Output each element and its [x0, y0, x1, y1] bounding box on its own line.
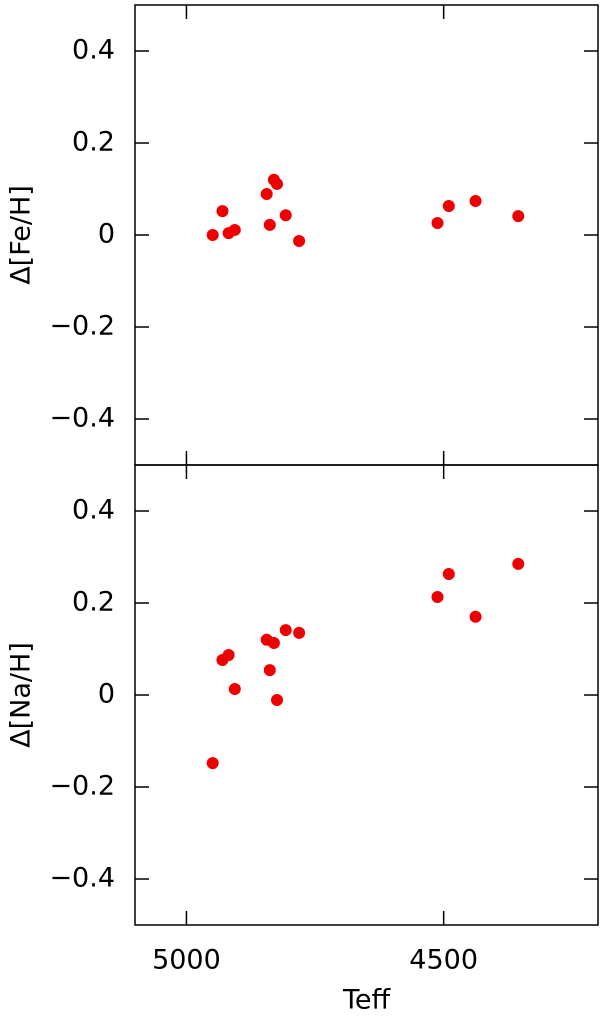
y-tick-label: 0	[98, 679, 115, 710]
point	[260, 188, 273, 201]
y-tick-label: −0.4	[49, 403, 115, 434]
point	[228, 223, 241, 236]
point	[293, 234, 306, 247]
point	[431, 217, 444, 230]
point	[206, 229, 219, 241]
point	[512, 210, 525, 223]
y-tick-label: 0.4	[72, 495, 115, 526]
point	[279, 624, 292, 637]
point	[216, 205, 229, 218]
y-axis-label: Δ[Na/H]	[6, 642, 37, 748]
point	[263, 218, 276, 231]
point	[279, 209, 292, 222]
point	[469, 610, 482, 623]
y-tick-label: 0.2	[72, 127, 115, 158]
point	[293, 626, 306, 639]
point	[512, 557, 525, 570]
y-tick-label: −0.2	[49, 771, 115, 802]
y-tick-label: −0.2	[49, 311, 115, 342]
x-axis-label: Teff	[342, 985, 392, 1016]
point	[431, 591, 444, 604]
y-tick-label: 0.2	[72, 587, 115, 618]
point	[442, 568, 455, 581]
x-tick-label: 4500	[409, 945, 478, 976]
point	[270, 177, 283, 190]
point	[228, 683, 241, 696]
point	[263, 664, 276, 677]
point	[469, 194, 482, 207]
y-tick-label: −0.4	[49, 863, 115, 894]
y-axis-label: Δ[Fe/H]	[6, 185, 37, 285]
point	[442, 200, 455, 213]
point	[267, 637, 280, 650]
point	[270, 694, 283, 707]
point	[222, 648, 235, 661]
y-tick-label: 0.4	[72, 35, 115, 66]
plot-frame	[134, 464, 599, 926]
point	[206, 757, 219, 770]
x-tick-label: 5000	[152, 945, 221, 976]
plot-frame	[134, 4, 599, 466]
y-tick-label: 0	[98, 219, 115, 250]
